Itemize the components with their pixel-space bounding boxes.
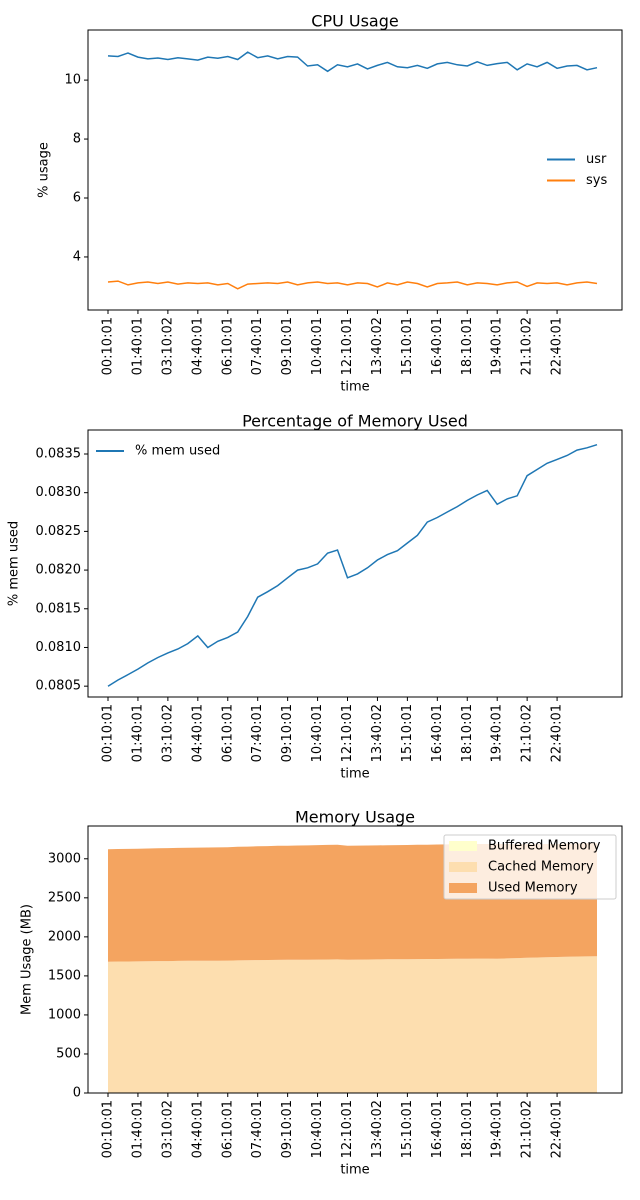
y-axis-label: % mem used — [7, 521, 22, 606]
x-tick-label: 19:40:01 — [490, 317, 505, 375]
legend-label: sys — [586, 173, 607, 188]
x-axis-label: time — [340, 380, 369, 395]
x-tick-label: 00:10:01 — [101, 317, 116, 375]
legend-label: % mem used — [135, 444, 220, 459]
chart-title: Memory Usage — [295, 808, 415, 827]
data-line — [107, 443, 598, 687]
x-tick-label: 06:10:01 — [220, 1100, 235, 1158]
y-tick-label: 0.0835 — [36, 446, 82, 461]
x-tick-label: 06:10:01 — [220, 317, 235, 375]
x-tick-label: 09:10:01 — [280, 1100, 295, 1158]
chart-panel: 4 6 8 10 00:10:01 01:40:01 03:10:02 04:40:01 06:… — [37, 12, 623, 395]
chart-panel: 0 500 1000 1500 2000 2500 3000 00:10:01 01:40:01… — [20, 808, 623, 1178]
x-tick-label: 13:40:02 — [370, 704, 385, 762]
legend-swatch — [449, 883, 477, 893]
x-tick-label: 00:10:01 — [101, 704, 116, 762]
x-tick-label: 15:10:01 — [400, 704, 415, 762]
legend-frame — [443, 834, 617, 900]
x-tick-label: 19:40:01 — [490, 1100, 505, 1158]
y-axis-label: % usage — [37, 142, 52, 198]
y-tick-label: 6 — [73, 191, 81, 206]
chart-panel: 0.0805 0.0810 0.0815 0.0820 0.0825 0.0830 0.08… — [7, 412, 623, 782]
x-tick-label: 21:10:02 — [520, 1100, 535, 1158]
legend-label: Buffered Memory — [488, 839, 601, 854]
y-tick-label: 1500 — [48, 968, 81, 983]
x-tick-label: 22:40:01 — [550, 1100, 565, 1158]
x-tick-label: 19:40:01 — [490, 704, 505, 762]
y-tick-label: 2500 — [48, 890, 81, 905]
y-tick-label: 0.0830 — [36, 485, 82, 500]
plot-frame — [87, 429, 623, 698]
x-tick-label: 09:10:01 — [280, 317, 295, 375]
y-tick-label: 10 — [64, 73, 81, 88]
x-tick-label: 06:10:01 — [220, 704, 235, 762]
x-tick-label: 03:10:02 — [160, 1100, 175, 1158]
x-tick-label: 00:10:01 — [101, 1100, 116, 1158]
y-tick-label: 0 — [73, 1086, 81, 1101]
x-tick-label: 10:40:01 — [310, 317, 325, 375]
y-tick-label: 8 — [73, 132, 81, 147]
y-tick-label: 0.0810 — [36, 640, 82, 655]
x-tick-label: 07:40:01 — [250, 704, 265, 762]
y-tick-label: 3000 — [48, 851, 81, 866]
chart-title: Percentage of Memory Used — [242, 412, 468, 431]
x-tick-label: 07:40:01 — [250, 1100, 265, 1158]
y-tick-label: 0.0820 — [36, 563, 82, 578]
x-tick-label: 18:10:01 — [460, 704, 475, 762]
x-tick-label: 10:40:01 — [310, 1100, 325, 1158]
x-tick-label: 10:40:01 — [310, 704, 325, 762]
plot-frame — [87, 29, 623, 311]
y-tick-label: 500 — [56, 1046, 81, 1061]
data-line — [107, 51, 598, 73]
x-tick-label: 07:40:01 — [250, 317, 265, 375]
x-axis-label: time — [340, 1163, 369, 1178]
x-tick-label: 13:40:02 — [370, 317, 385, 375]
y-tick-label: 4 — [73, 249, 81, 264]
y-tick-label: 0.0825 — [36, 524, 82, 539]
x-tick-label: 01:40:01 — [130, 1100, 145, 1158]
x-tick-label: 21:10:02 — [520, 317, 535, 375]
legend-label: usr — [586, 152, 607, 167]
legend-swatch — [449, 841, 477, 851]
x-tick-label: 01:40:01 — [130, 704, 145, 762]
x-tick-label: 15:10:01 — [400, 317, 415, 375]
x-tick-label: 12:10:01 — [340, 317, 355, 375]
data-line — [107, 280, 598, 290]
x-tick-label: 03:10:02 — [160, 317, 175, 375]
y-tick-label: 0.0815 — [36, 601, 82, 616]
x-tick-label: 18:10:01 — [460, 317, 475, 375]
x-tick-label: 16:40:01 — [430, 317, 445, 375]
x-tick-label: 15:10:01 — [400, 1100, 415, 1158]
x-tick-label: 22:40:01 — [550, 317, 565, 375]
y-tick-label: 2000 — [48, 929, 81, 944]
x-tick-label: 22:40:01 — [550, 704, 565, 762]
y-tick-label: 1000 — [48, 1007, 81, 1022]
y-tick-label: 0.0805 — [36, 679, 82, 694]
x-tick-label: 04:40:01 — [190, 704, 205, 762]
x-tick-label: 09:10:01 — [280, 704, 295, 762]
legend-swatch — [449, 862, 477, 872]
x-tick-label: 04:40:01 — [190, 317, 205, 375]
legend-label: Used Memory — [488, 881, 578, 896]
plot-frame — [87, 825, 623, 1094]
y-axis-label: Mem Usage (MB) — [20, 904, 35, 1015]
x-tick-label: 21:10:02 — [520, 704, 535, 762]
x-tick-label: 16:40:01 — [430, 1100, 445, 1158]
stacked-area — [108, 956, 597, 1093]
x-tick-label: 01:40:01 — [130, 317, 145, 375]
x-tick-label: 12:10:01 — [340, 1100, 355, 1158]
x-tick-label: 04:40:01 — [190, 1100, 205, 1158]
x-tick-label: 16:40:01 — [430, 704, 445, 762]
x-tick-label: 12:10:01 — [340, 704, 355, 762]
x-axis-label: time — [340, 767, 369, 782]
x-tick-label: 13:40:02 — [370, 1100, 385, 1158]
x-tick-label: 03:10:02 — [160, 704, 175, 762]
chart-title: CPU Usage — [311, 12, 398, 31]
x-tick-label: 18:10:01 — [460, 1100, 475, 1158]
legend-label: Cached Memory — [488, 860, 594, 875]
